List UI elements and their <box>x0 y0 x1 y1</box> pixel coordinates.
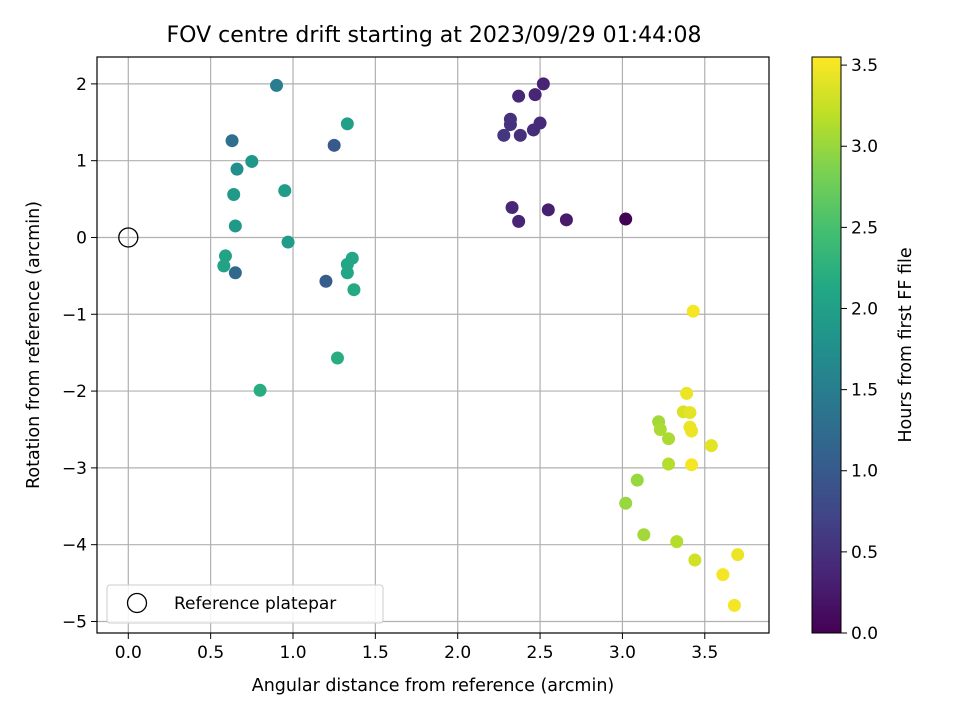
data-point <box>619 212 633 226</box>
data-point <box>217 259 231 273</box>
y-tick-label: 0 <box>76 228 87 248</box>
colorbar-gradient <box>811 56 842 634</box>
colorbar-tick-label: 1.0 <box>851 462 878 482</box>
data-point <box>319 274 333 288</box>
data-point <box>731 548 745 562</box>
colorbar-tick-label: 0.0 <box>851 624 878 644</box>
data-point <box>245 154 259 168</box>
data-point <box>512 214 526 228</box>
data-point <box>536 77 550 91</box>
data-point <box>653 422 667 436</box>
y-tick-label: −5 <box>62 612 87 632</box>
data-point <box>225 134 239 148</box>
colorbar-tick-label: 2.5 <box>851 218 878 238</box>
data-point <box>662 457 676 471</box>
data-point <box>686 304 700 318</box>
data-point <box>716 568 730 582</box>
data-point <box>685 458 699 472</box>
data-point <box>505 201 519 215</box>
colorbar-tick-label: 3.0 <box>851 137 878 157</box>
y-tick-label: −3 <box>62 459 87 479</box>
data-point <box>340 117 354 131</box>
y-tick-label: −4 <box>62 536 87 556</box>
data-point <box>327 138 341 152</box>
legend-label-reference: Reference platepar <box>174 594 336 614</box>
data-point <box>619 496 633 510</box>
axes-frame <box>96 56 770 634</box>
x-tick-label: 1.0 <box>279 643 306 663</box>
colorbar-tick-label: 0.5 <box>851 543 878 563</box>
data-point <box>559 213 573 227</box>
data-point <box>347 283 361 297</box>
data-point <box>230 162 244 176</box>
data-point <box>680 386 694 400</box>
data-point <box>670 535 684 549</box>
data-point <box>526 123 540 137</box>
y-tick-label: −2 <box>62 382 87 402</box>
x-tick-label: 3.5 <box>691 643 718 663</box>
data-point <box>685 424 699 438</box>
data-point <box>541 203 555 217</box>
colorbar-ticks: 0.0 0.5 1.0 1.5 2.0 2.5 3.0 3.5 <box>841 56 878 644</box>
x-axis-ticks: 0.0 0.5 1.0 1.5 2.0 2.5 3.0 3.5 <box>115 633 718 663</box>
data-points <box>118 77 745 612</box>
chart-title: FOV centre drift starting at 2023/09/29 … <box>167 23 702 48</box>
data-point <box>513 128 527 142</box>
data-point <box>630 473 644 487</box>
data-point <box>228 266 242 280</box>
x-axis-label: Angular distance from reference (arcmin) <box>252 676 615 696</box>
colorbar-label: Hours from first FF file <box>896 247 916 442</box>
data-point <box>497 128 511 142</box>
colorbar-tick-label: 1.5 <box>851 381 878 401</box>
x-tick-label: 1.5 <box>362 643 389 663</box>
y-tick-label: 1 <box>76 152 87 172</box>
colorbar: 0.0 0.5 1.0 1.5 2.0 2.5 3.0 3.5 Hours from firs… <box>811 56 916 644</box>
y-axis-label: Rotation from reference (arcmin) <box>24 201 44 489</box>
y-tick-label: 2 <box>76 75 87 95</box>
x-tick-label: 3.0 <box>609 643 636 663</box>
data-point <box>270 78 284 92</box>
data-point <box>528 88 542 102</box>
x-tick-label: 0.5 <box>197 643 224 663</box>
y-axis-ticks: −5 −4 −3 −2 −1 0 1 2 <box>62 75 97 632</box>
data-point <box>278 184 292 198</box>
colorbar-tick-label: 2.0 <box>851 299 878 319</box>
data-point <box>340 266 354 280</box>
reference-platepar-marker <box>118 227 139 248</box>
data-point <box>503 118 517 132</box>
x-tick-label: 2.0 <box>444 643 471 663</box>
x-tick-label: 2.5 <box>527 643 554 663</box>
legend-box <box>106 584 384 624</box>
x-tick-label: 0.0 <box>115 643 142 663</box>
data-point <box>512 89 526 103</box>
colorbar-tick-label: 3.5 <box>851 56 878 76</box>
data-point <box>683 406 697 420</box>
data-point <box>253 383 267 397</box>
data-point <box>281 235 295 249</box>
legend: Reference platepar <box>106 584 384 624</box>
data-point <box>688 553 702 567</box>
data-point <box>218 249 232 263</box>
y-tick-label: −1 <box>62 305 87 325</box>
legend-marker-reference <box>126 592 148 614</box>
data-point <box>227 187 241 201</box>
data-point <box>637 528 651 542</box>
data-point <box>662 432 676 446</box>
data-point <box>727 598 741 612</box>
data-point <box>330 351 344 365</box>
data-point <box>228 219 242 233</box>
data-point <box>704 439 718 453</box>
